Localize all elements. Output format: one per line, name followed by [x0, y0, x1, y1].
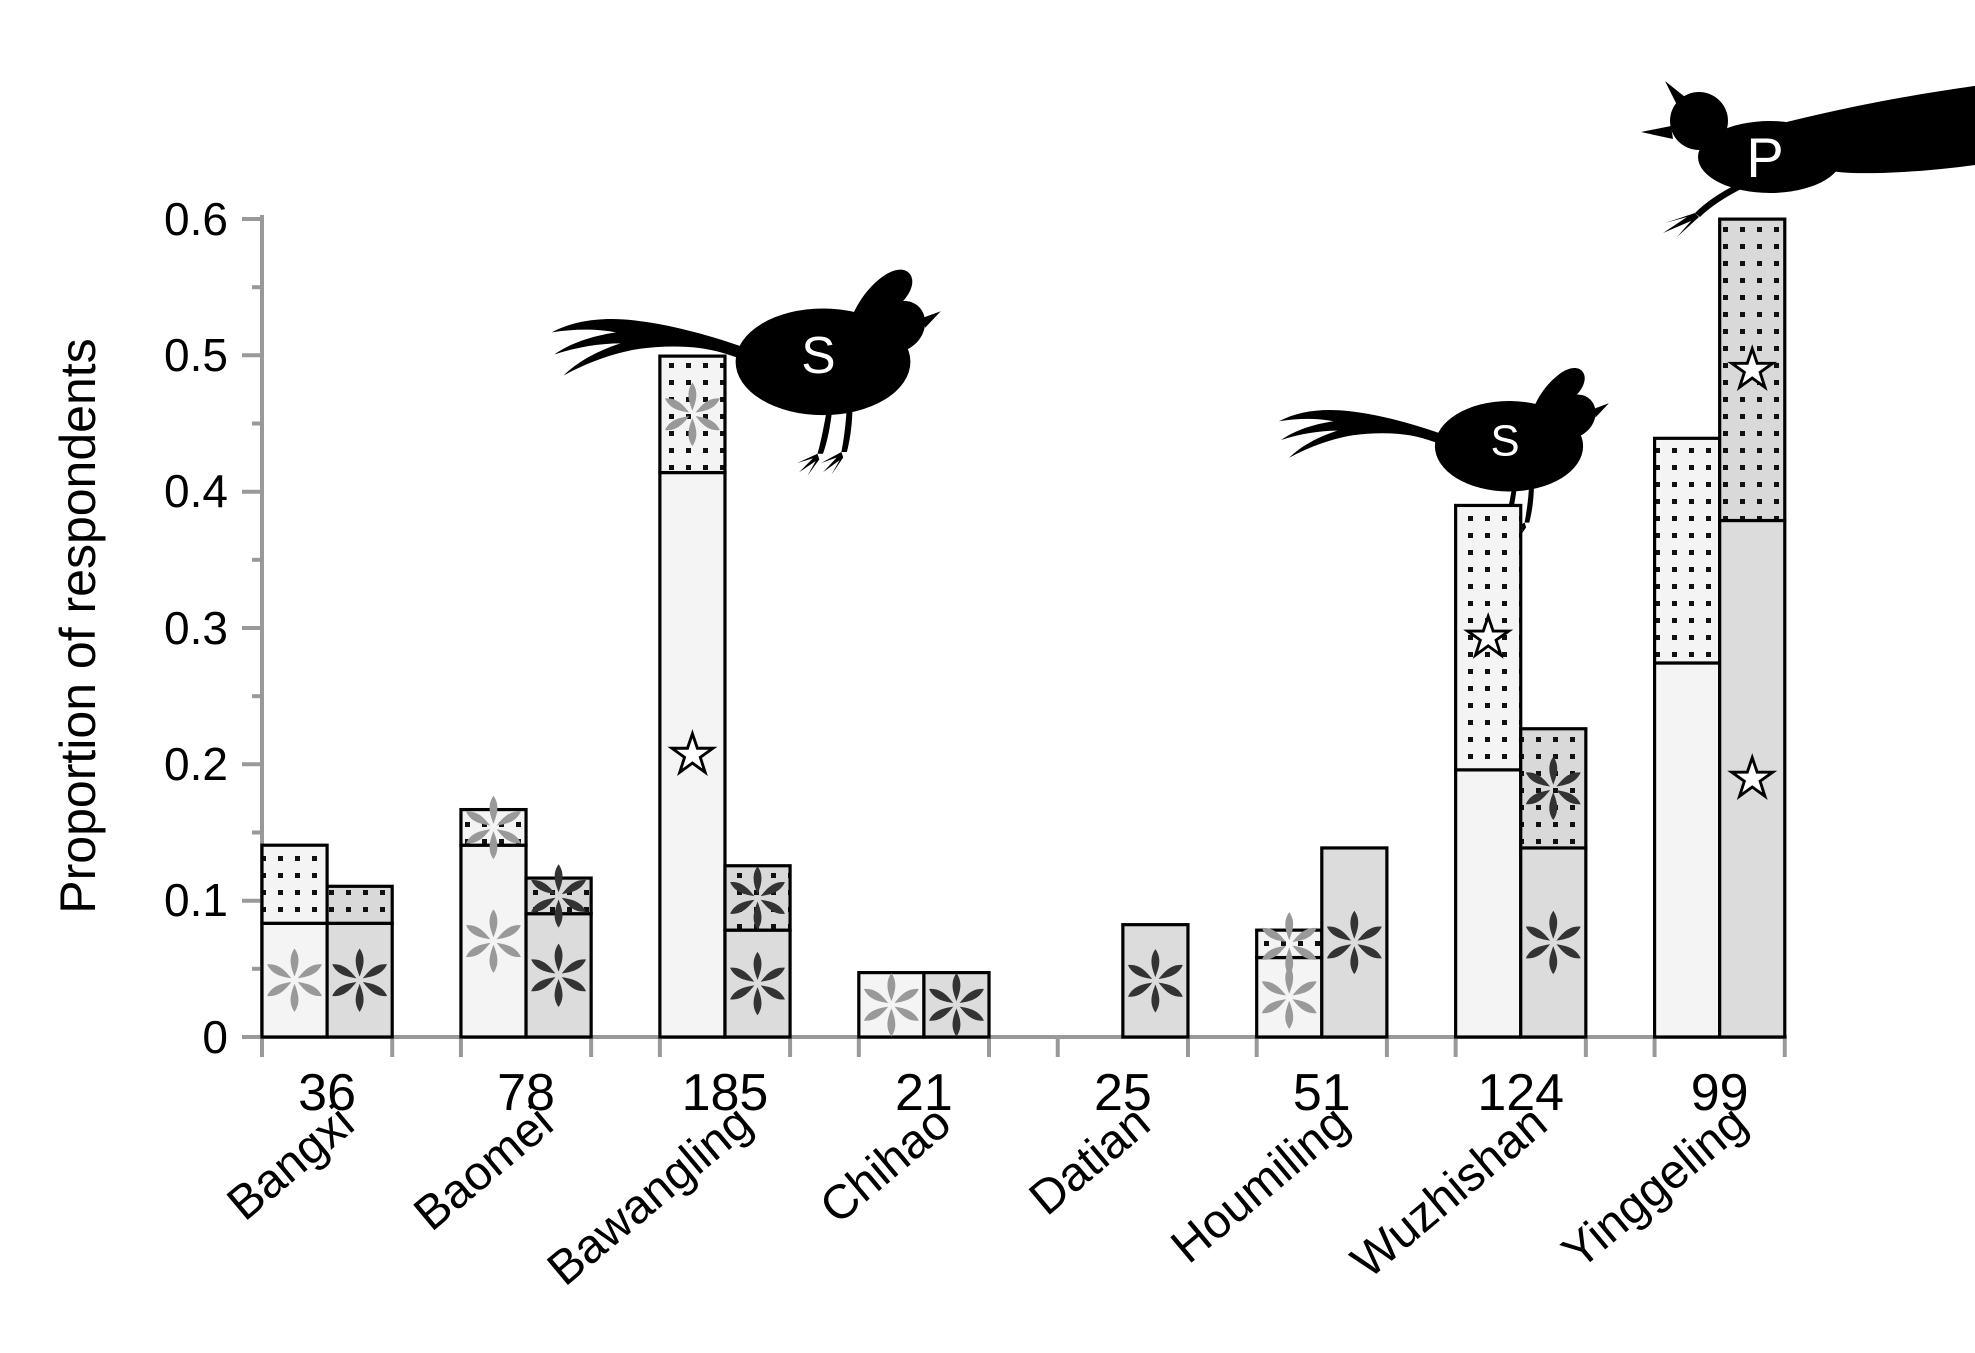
- svg-text:0.2: 0.2: [164, 738, 228, 790]
- svg-text:Yinggeling: Yinggeling: [1553, 1096, 1757, 1280]
- svg-text:0: 0: [202, 1011, 228, 1063]
- svg-text:0.1: 0.1: [164, 874, 228, 926]
- svg-text:Bawangling: Bawangling: [538, 1096, 762, 1296]
- svg-text:Houmiling: Houmiling: [1162, 1096, 1360, 1274]
- svg-text:0.4: 0.4: [164, 465, 228, 517]
- svg-text:0.5: 0.5: [164, 329, 228, 381]
- svg-text:Baomei: Baomei: [404, 1096, 563, 1241]
- svg-text:Proportion of respondents: Proportion of respondents: [50, 338, 106, 913]
- svg-text:Datian: Datian: [1020, 1096, 1160, 1226]
- svg-text:P: P: [1746, 126, 1783, 189]
- svg-text:0.6: 0.6: [164, 193, 228, 245]
- svg-text:Chihao: Chihao: [810, 1096, 961, 1234]
- svg-text:S: S: [801, 326, 835, 384]
- svg-text:0.3: 0.3: [164, 602, 228, 654]
- svg-text:S: S: [1491, 417, 1520, 466]
- svg-text:Wuzhishan: Wuzhishan: [1342, 1096, 1557, 1289]
- svg-text:Bangxi: Bangxi: [218, 1096, 364, 1231]
